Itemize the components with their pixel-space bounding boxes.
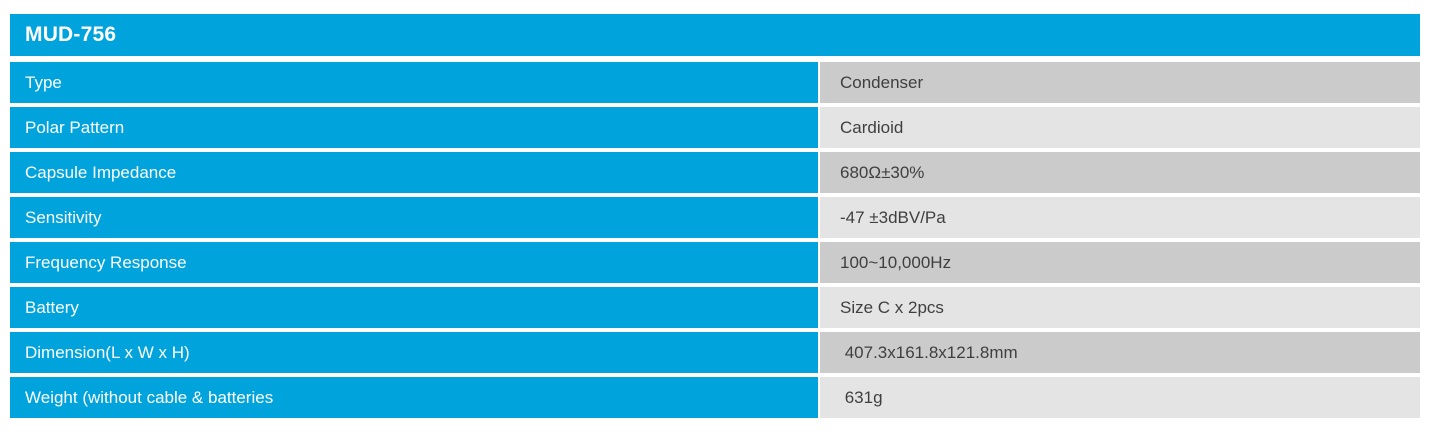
spec-label-cell: Polar Pattern [10,107,818,148]
spec-value-cell: -47 ±3dBV/Pa [820,197,1420,238]
spec-row-dimension: Dimension(L x W x H) 407.3x161.8x121.8mm [10,332,1420,373]
spec-label-cell: Frequency Response [10,242,818,283]
spec-label: Polar Pattern [25,117,125,137]
spec-value-cell: 680Ω±30% [820,152,1420,193]
spec-label-cell: Type [10,62,818,103]
spec-row-weight: Weight (without cable & batteries 631g [10,377,1420,418]
spec-value-cell: 100~10,000Hz [820,242,1420,283]
spec-value-cell: Size C x 2pcs [820,287,1420,328]
spec-value: Condenser [840,72,924,92]
spec-row-type: Type Condenser [10,62,1420,103]
spec-label: Capsule Impedance [25,162,177,182]
spec-value: 680Ω±30% [840,162,925,182]
spec-label: Dimension(L x W x H) [25,342,190,362]
spec-value-cell: 407.3x161.8x121.8mm [820,332,1420,373]
spec-row-battery: Battery Size C x 2pcs [10,287,1420,328]
spec-value: Size C x 2pcs [840,297,944,317]
spec-table: MUD-756 Type Condenser Polar Pattern Car… [10,14,1420,418]
spec-label-cell: Capsule Impedance [10,152,818,193]
spec-label-cell: Sensitivity [10,197,818,238]
spec-label: Type [25,72,62,92]
spec-label-cell: Weight (without cable & batteries [10,377,818,418]
spec-value: 407.3x161.8x121.8mm [840,342,1018,362]
spec-value: 631g [840,387,883,407]
spec-value: -47 ±3dBV/Pa [840,207,946,227]
spec-rows: Type Condenser Polar Pattern Cardioid Ca… [10,62,1420,418]
spec-value-cell: Condenser [820,62,1420,103]
spec-row-polar-pattern: Polar Pattern Cardioid [10,107,1420,148]
spec-value-cell: Cardioid [820,107,1420,148]
spec-label: Sensitivity [25,207,102,227]
spec-value: 100~10,000Hz [840,252,952,272]
spec-label: Battery [25,297,79,317]
spec-value-cell: 631g [820,377,1420,418]
spec-label-cell: Battery [10,287,818,328]
spec-value: Cardioid [840,117,904,137]
spec-row-capsule-impedance: Capsule Impedance 680Ω±30% [10,152,1420,193]
table-title: MUD-756 [25,23,117,46]
spec-row-sensitivity: Sensitivity -47 ±3dBV/Pa [10,197,1420,238]
table-title-bar: MUD-756 [10,14,1420,56]
spec-label: Weight (without cable & batteries [25,387,274,407]
spec-label-cell: Dimension(L x W x H) [10,332,818,373]
spec-row-frequency-response: Frequency Response 100~10,000Hz [10,242,1420,283]
spec-label: Frequency Response [25,252,187,272]
